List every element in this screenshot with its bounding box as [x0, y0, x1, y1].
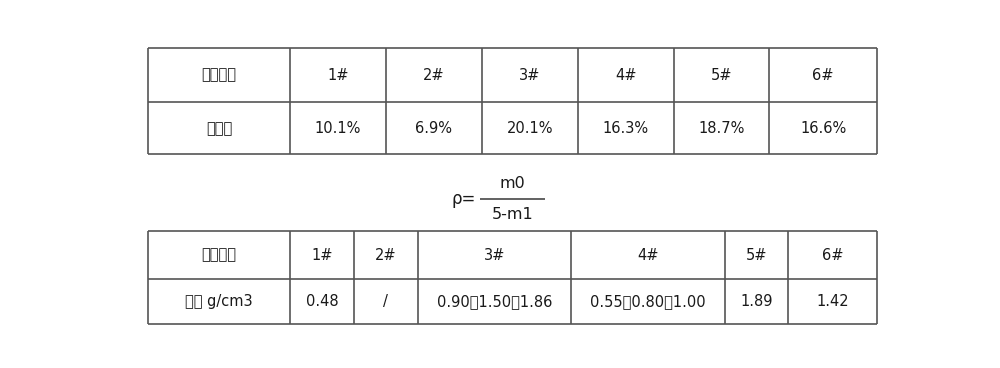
Text: 16.3%: 16.3%: [603, 121, 649, 136]
Text: 4#: 4#: [637, 248, 659, 263]
Text: ρ=: ρ=: [452, 190, 476, 208]
Text: m0: m0: [500, 176, 525, 191]
Text: /: /: [383, 294, 388, 309]
Text: 18.7%: 18.7%: [698, 121, 745, 136]
Text: 1.42: 1.42: [816, 294, 849, 309]
Text: 6#: 6#: [822, 248, 843, 263]
Text: 样品编号: 样品编号: [202, 248, 237, 263]
Text: 20.1%: 20.1%: [507, 121, 553, 136]
Text: 10.1%: 10.1%: [315, 121, 361, 136]
Text: 0.48: 0.48: [306, 294, 338, 309]
Text: 5#: 5#: [711, 68, 732, 82]
Text: 6#: 6#: [812, 68, 834, 82]
Text: 1.89: 1.89: [740, 294, 773, 309]
Text: 样品编号: 样品编号: [202, 68, 237, 82]
Text: 0.90，1.50，1.86: 0.90，1.50，1.86: [437, 294, 552, 309]
Text: 0.55，0.80，1.00: 0.55，0.80，1.00: [590, 294, 706, 309]
Text: 2#: 2#: [423, 68, 445, 82]
Text: 密度 g/cm3: 密度 g/cm3: [185, 294, 253, 309]
Text: 4#: 4#: [615, 68, 636, 82]
Text: 2#: 2#: [375, 248, 397, 263]
Text: 1#: 1#: [327, 68, 349, 82]
Text: 3#: 3#: [519, 68, 540, 82]
Text: 3#: 3#: [484, 248, 505, 263]
Text: 16.6%: 16.6%: [800, 121, 846, 136]
Text: 6.9%: 6.9%: [415, 121, 452, 136]
Text: 5-m1: 5-m1: [492, 207, 533, 222]
Text: 吸水率: 吸水率: [206, 121, 232, 136]
Text: 1#: 1#: [311, 248, 333, 263]
Text: 5#: 5#: [746, 248, 767, 263]
